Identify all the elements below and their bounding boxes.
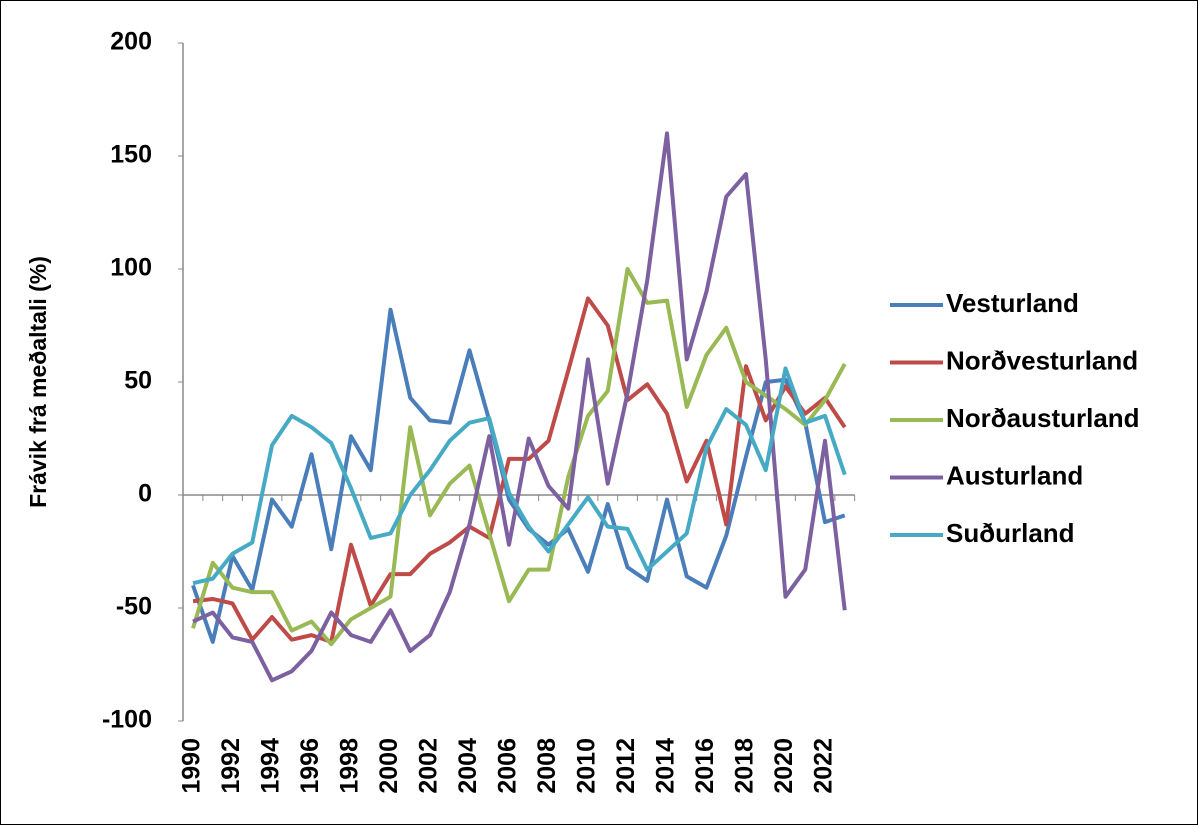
y-tick-label: -50 (116, 593, 152, 621)
x-tick-label: 2020 (770, 738, 798, 794)
x-tick-label: 2000 (375, 738, 403, 794)
x-tick-label: 2008 (533, 738, 561, 794)
y-tick-label: 50 (124, 367, 152, 395)
x-tick-label: 2012 (612, 738, 640, 794)
legend-label: Norðausturland (946, 403, 1140, 433)
x-tick-label: 1994 (257, 738, 285, 794)
series-line (192, 131, 847, 683)
legend-label: Austurland (946, 460, 1083, 490)
x-tick-label: 2022 (810, 738, 838, 794)
x-tick-label: 1996 (296, 738, 324, 794)
x-tick-label: 2014 (652, 738, 680, 794)
y-axis-label: Frávik frá meðaltali (%) (25, 256, 51, 508)
x-tick-label: 1990 (178, 738, 206, 794)
legend-label: Suðurland (946, 518, 1075, 548)
y-tick-label: 0 (138, 480, 152, 508)
legend-label: Vesturland (946, 288, 1079, 318)
x-tick-label: 1992 (217, 738, 245, 794)
y-tick-label: 200 (110, 28, 152, 56)
x-tick-label: 2016 (691, 738, 719, 794)
x-tick-label: 2018 (731, 738, 759, 794)
series-line (191, 307, 846, 644)
x-tick-label: 2002 (415, 738, 443, 794)
y-tick-label: 150 (110, 141, 152, 169)
x-tick-label: 2004 (454, 738, 482, 794)
x-tick-label: 2006 (494, 738, 522, 794)
series-line (191, 267, 847, 647)
y-tick-label: -100 (102, 706, 152, 734)
series-line (192, 296, 847, 644)
series-line (192, 366, 847, 586)
x-tick-label: 2010 (573, 738, 601, 794)
legend-label: Norðvesturland (946, 345, 1138, 375)
y-tick-label: 100 (110, 254, 152, 282)
x-tick-label: 1998 (336, 738, 364, 794)
